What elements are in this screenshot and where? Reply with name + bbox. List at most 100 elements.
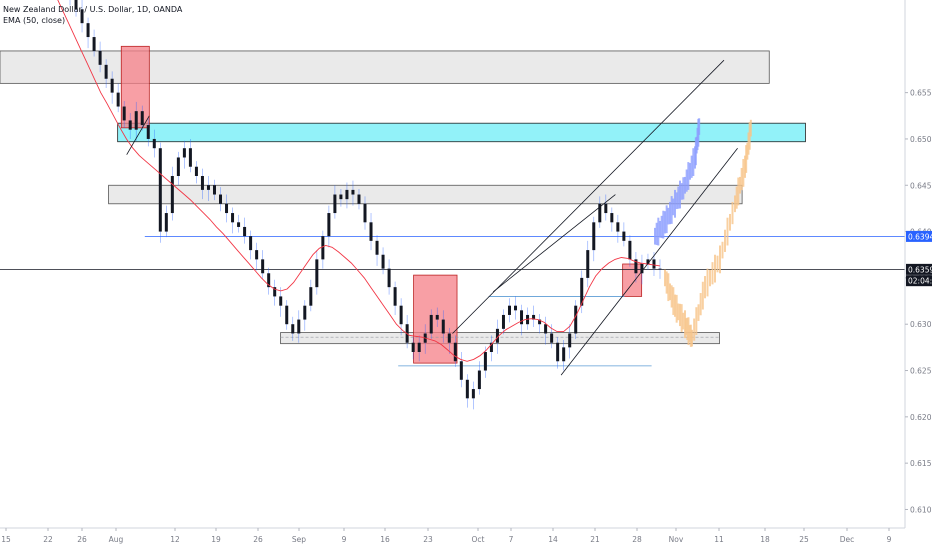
candle-body: [164, 213, 168, 232]
projection-blue: [680, 183, 683, 200]
projection-orange: [687, 317, 690, 346]
candle-body: [98, 50, 102, 65]
projection-orange: [735, 186, 738, 209]
projection-orange: [664, 269, 666, 287]
projection-blue: [685, 169, 688, 192]
y-tick-label: 0.62000: [910, 413, 932, 422]
projection-blue: [672, 198, 675, 216]
candle-body: [634, 259, 638, 274]
candle-body: [447, 333, 451, 343]
symbol-title[interactable]: New Zealand Dollar / U.S. Dollar, 1D, OA…: [3, 5, 183, 14]
x-tick-label: 21: [590, 535, 600, 544]
candle-body: [176, 157, 180, 176]
chart-legend: New Zealand Dollar / U.S. Dollar, 1D, OA…: [3, 4, 182, 26]
projection-orange: [675, 294, 678, 323]
projection-orange: [726, 217, 729, 246]
candle-body: [556, 342, 560, 362]
candle-body: [640, 264, 644, 274]
projection-orange: [742, 159, 745, 187]
candle-body: [188, 148, 192, 167]
projection-blue: [662, 210, 665, 239]
projection-blue: [677, 186, 680, 209]
projection-blue: [660, 215, 663, 239]
candle-body: [501, 314, 505, 329]
projection-blue: [664, 211, 666, 234]
x-tick-label: Nov: [669, 535, 684, 544]
candle-body: [622, 231, 626, 241]
projection-blue: [679, 180, 681, 209]
projection-orange: [689, 324, 692, 347]
candle-body: [128, 120, 132, 130]
ema-line: [57, 0, 661, 362]
projection-orange: [704, 276, 706, 299]
projection-blue: [682, 177, 685, 200]
projection-orange: [677, 303, 680, 321]
x-tick-label: 22: [43, 535, 53, 544]
candle-body: [206, 185, 210, 190]
projection-orange: [667, 273, 670, 302]
projection-orange: [714, 254, 716, 283]
ema-legend[interactable]: EMA (50, close): [3, 16, 66, 25]
projection-orange: [721, 241, 724, 259]
candle-body: [592, 222, 596, 251]
x-tick-label: Oct: [472, 535, 485, 544]
candle-body: [182, 148, 186, 158]
candle-body: [520, 310, 524, 325]
x-tick-label: 11: [714, 535, 724, 544]
candle-body: [303, 305, 307, 320]
projection-orange: [716, 255, 719, 273]
y-tick-label: 0.63000: [910, 320, 932, 329]
candle-body: [514, 305, 518, 311]
candle-body: [104, 64, 108, 79]
candle-body: [381, 254, 385, 269]
x-tick-label: 19: [211, 535, 221, 544]
projection-blue: [667, 207, 670, 225]
projection-orange: [665, 271, 668, 294]
candle-body: [507, 305, 511, 315]
projection-orange: [706, 268, 709, 297]
candle-body: [152, 138, 156, 149]
candle-body: [483, 352, 487, 371]
candle-body: [369, 222, 373, 241]
x-tick-label: 16: [380, 535, 390, 544]
projection-orange: [729, 213, 731, 231]
projection-paths: [654, 118, 752, 347]
x-tick-label: 26: [77, 535, 87, 544]
projection-orange: [745, 145, 748, 173]
x-axis: 15 22 26 Aug 12 19 26 Sep 9 16 23 Oct 7 14 21 28 Nov 11 18…: [0, 527, 905, 544]
candle-body: [658, 268, 662, 270]
candle-body: [471, 389, 475, 399]
x-tick-label: 26: [253, 535, 263, 544]
projection-blue: [674, 189, 676, 218]
projection-blue: [687, 162, 690, 190]
projection-blue: [689, 163, 691, 180]
candle-body: [580, 277, 584, 306]
x-tick-label: 25: [799, 535, 809, 544]
candle-body: [170, 176, 174, 214]
projection-orange: [731, 201, 734, 225]
x-tick-label: 7: [509, 535, 514, 544]
candle-body: [333, 194, 337, 214]
candle-body: [225, 203, 229, 214]
trendline: [560, 147, 738, 376]
candle-body: [411, 342, 415, 352]
candle-body: [237, 222, 241, 227]
price-label-text: 0.63592: [908, 265, 932, 274]
candle-body: [134, 111, 138, 130]
candle-body: [309, 287, 313, 306]
projection-orange: [747, 132, 750, 155]
projection-blue: [657, 217, 660, 246]
candle-body: [86, 23, 90, 38]
zone-red: [622, 263, 643, 297]
projection-blue: [692, 148, 695, 176]
candle-body: [357, 194, 361, 204]
projection-orange: [701, 281, 704, 310]
candle-body: [273, 287, 277, 297]
candle-body: [628, 240, 632, 260]
candle-body: [393, 287, 397, 306]
candle-body: [538, 319, 542, 325]
x-tick-label: 18: [760, 535, 770, 544]
price-label-box: [906, 275, 932, 287]
projection-orange: [680, 304, 683, 332]
